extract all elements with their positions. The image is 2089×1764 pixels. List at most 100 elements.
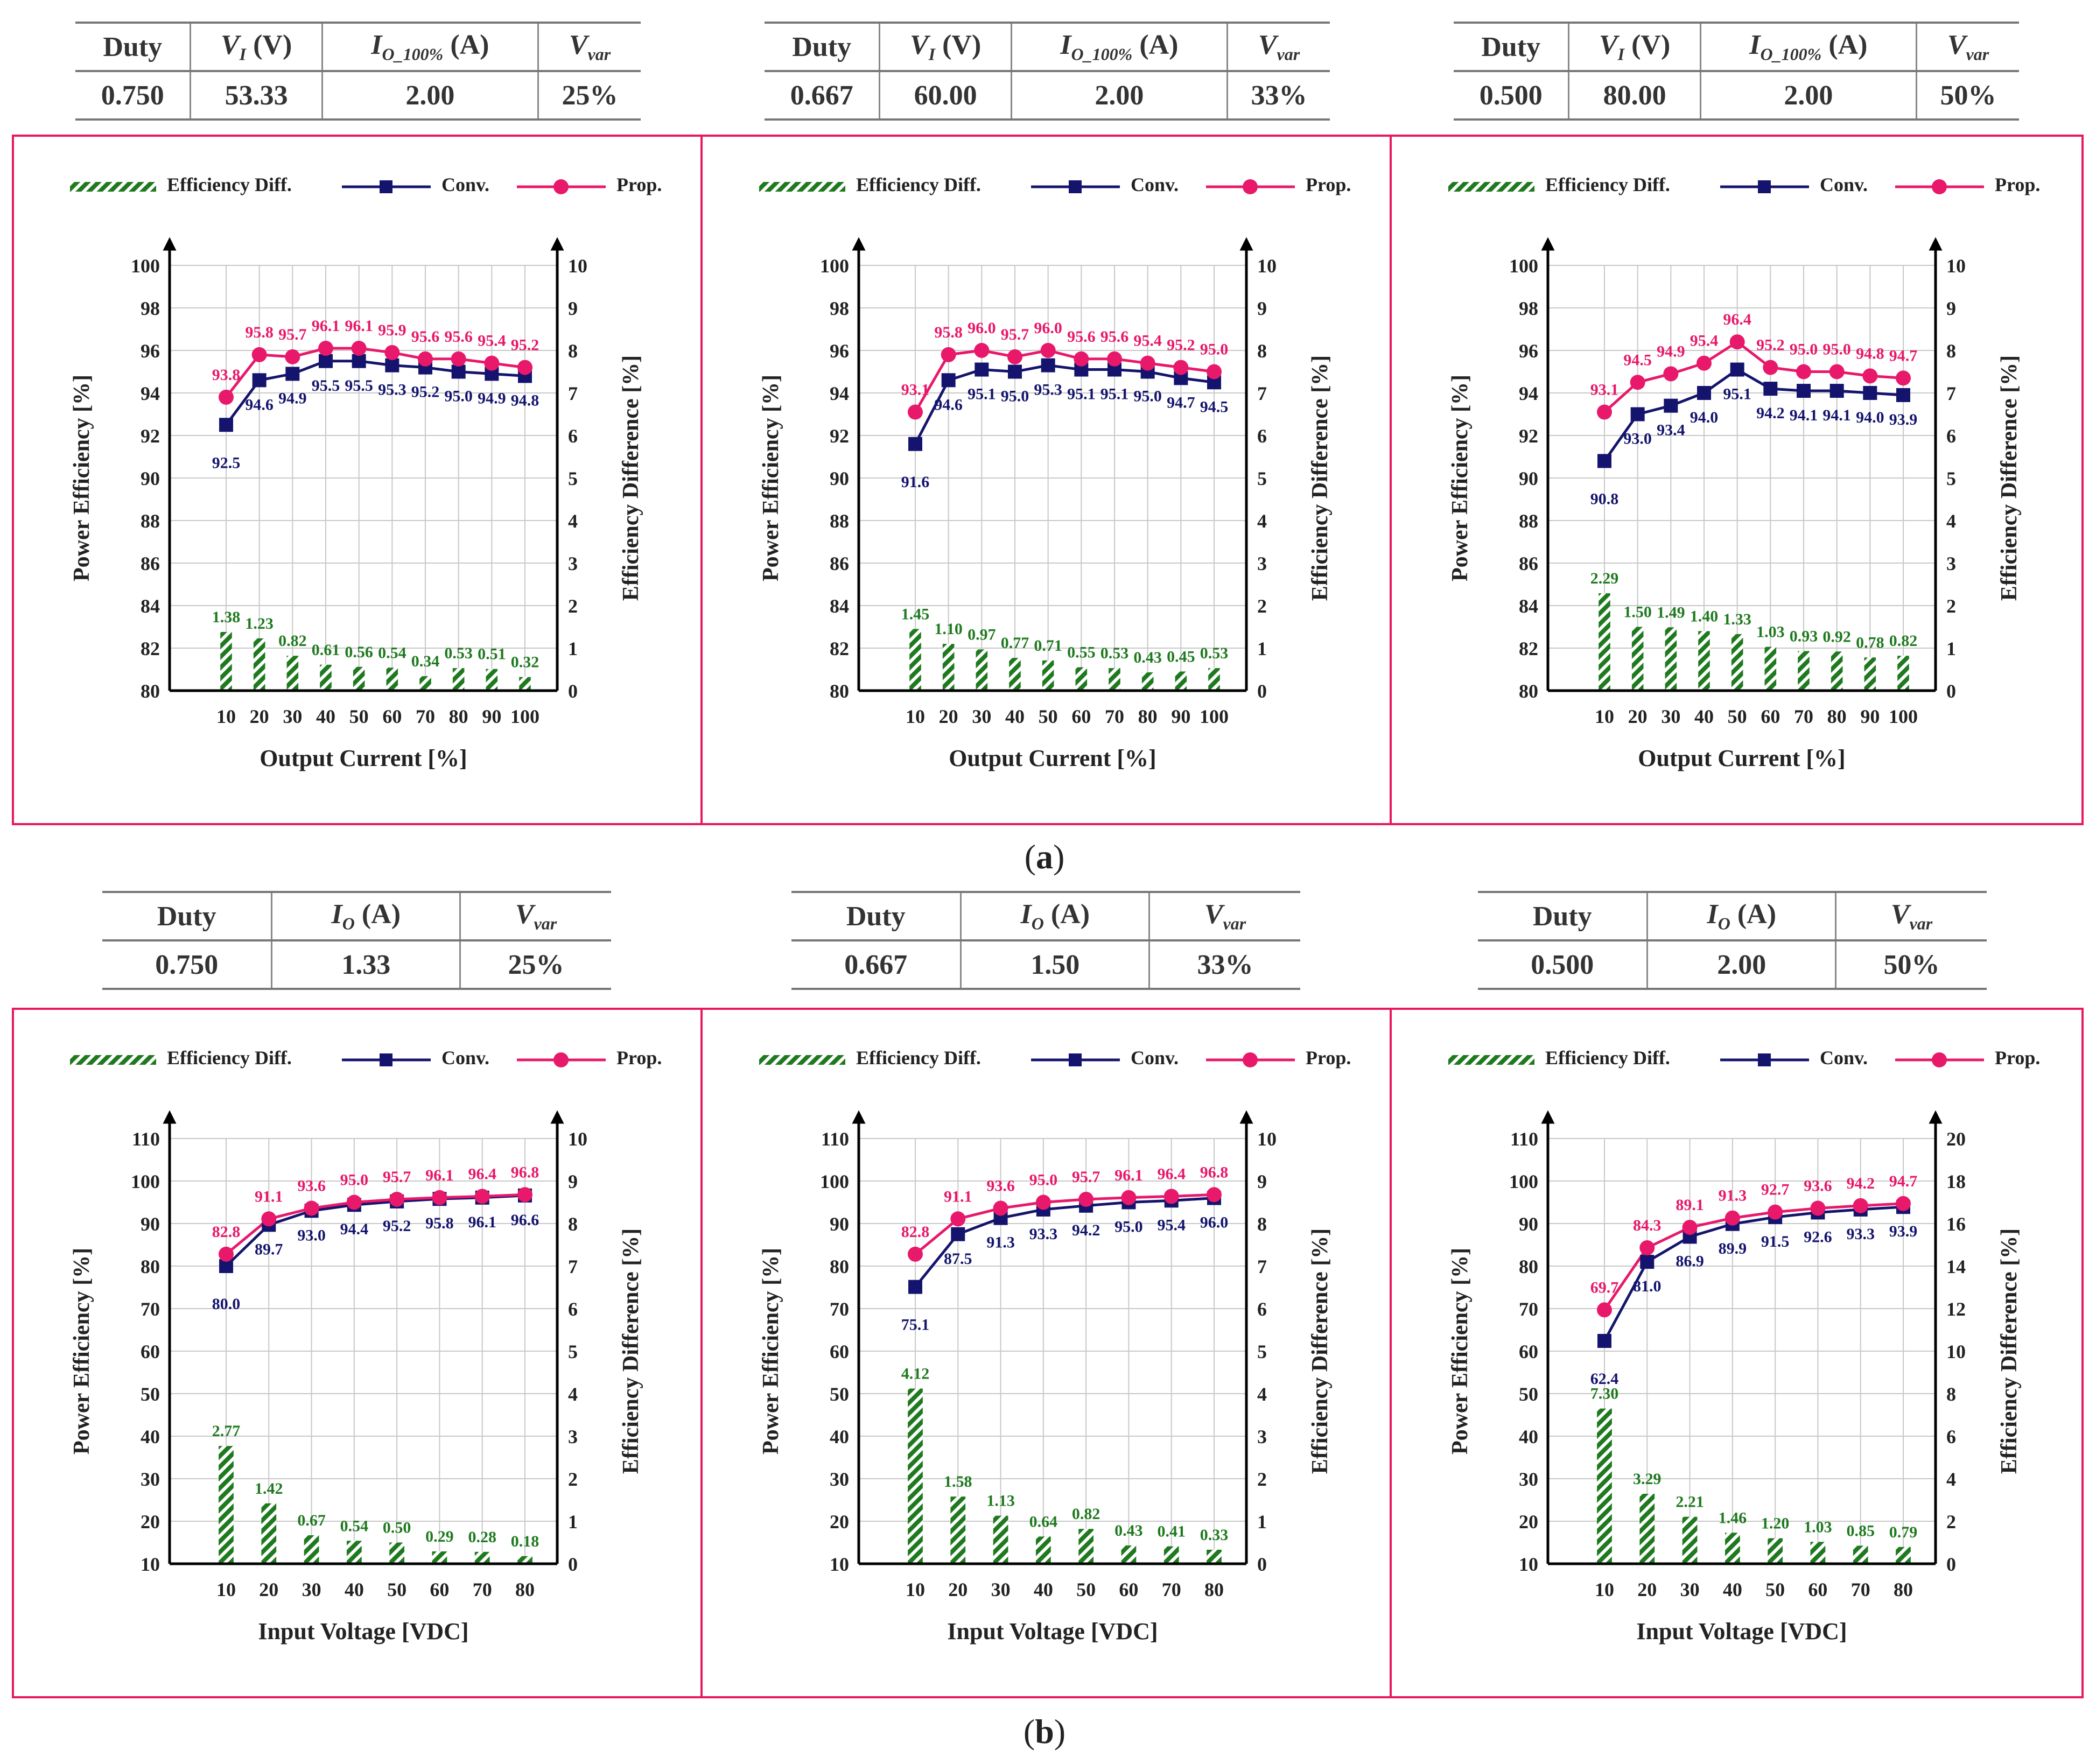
conv-data-label: 94.2 (1756, 404, 1785, 422)
x-tick-label: 40 (1034, 1579, 1053, 1600)
diff-bar (950, 1496, 966, 1564)
conv-data-label: 94.0 (1690, 409, 1719, 426)
diff-data-label: 0.51 (478, 645, 506, 663)
x-tick-label: 10 (1595, 706, 1614, 727)
chart-b2: Efficiency Diff. Conv. Prop.10203040506070… (759, 1047, 1351, 1644)
conv-data-label: 94.7 (1167, 393, 1195, 411)
x-axis-title: Output Current [%] (260, 745, 467, 771)
prop-point (219, 1246, 234, 1262)
y-tick-label: 110 (132, 1128, 160, 1150)
prop-data-label: 95.0 (340, 1171, 369, 1189)
diff-bar (1035, 1536, 1051, 1564)
conv-point (1041, 358, 1055, 373)
prop-data-label: 95.8 (934, 324, 963, 341)
diff-bar (1665, 627, 1677, 691)
prop-point (1862, 368, 1878, 384)
prop-data-label: 95.0 (1822, 341, 1851, 359)
table-value-cell: 50% (1835, 940, 1987, 990)
y2-axis-title: Efficiency Difference [%] (1997, 1228, 2022, 1474)
diff-bar (1163, 1546, 1179, 1564)
param-table-b1: Duty IO (A) Vvar 0.750 1.33 25% (102, 891, 611, 990)
conv-data-label: 94.4 (340, 1220, 369, 1238)
y-axis-title: Power Efficiency [%] (69, 375, 94, 581)
table-header-cell: Vvar (537, 22, 641, 72)
table-value-cell: 0.500 (1478, 940, 1648, 990)
x-tick-label: 60 (1119, 1579, 1138, 1600)
conv-point (252, 373, 267, 388)
legend: Efficiency Diff. Conv. Prop. (759, 174, 1351, 195)
y-tick-label: 80 (1519, 1256, 1538, 1277)
diff-bar (304, 1535, 319, 1564)
diff-bar (993, 1515, 1008, 1564)
prop-data-label: 96.8 (1200, 1163, 1229, 1181)
y2-tick-label: 1 (568, 638, 578, 659)
y2-tick-label: 7 (568, 1256, 578, 1277)
y-tick-label: 96 (830, 340, 849, 362)
y2-tick-label: 6 (1946, 1426, 1956, 1447)
y2-tick-label: 9 (568, 298, 578, 319)
prop-data-label: 96.0 (968, 319, 996, 337)
diff-data-label: 0.53 (444, 644, 473, 662)
diff-bar (1141, 672, 1154, 691)
diff-data-label: 0.53 (1100, 644, 1129, 662)
table-value-cell: 2.00 (1646, 940, 1836, 990)
prop-data-label: 94.9 (1657, 342, 1685, 360)
table-header-cell: Duty (791, 891, 961, 941)
y2-tick-label: 6 (1257, 1298, 1267, 1320)
conv-line (914, 1197, 1215, 1288)
diff-data-label: 0.45 (1167, 648, 1195, 665)
y2-tick-label: 10 (1946, 1341, 1966, 1362)
prop-point (346, 1194, 362, 1210)
conv-data-label: 95.3 (378, 381, 406, 399)
diff-bar (1207, 1549, 1222, 1564)
table-value-cell: 0.667 (791, 940, 961, 990)
conv-point (1763, 382, 1778, 396)
legend-conv-marker (1069, 180, 1082, 193)
diff-data-label: 0.64 (1029, 1513, 1058, 1530)
x-tick-label: 30 (1680, 1579, 1700, 1600)
prop-data-label: 93.6 (1804, 1177, 1832, 1195)
diff-data-label: 0.43 (1114, 1522, 1143, 1540)
y-tick-label: 86 (1519, 553, 1538, 574)
diff-data-label: 0.93 (1790, 628, 1818, 645)
x-tick-label: 20 (948, 1579, 968, 1600)
prop-point (517, 360, 532, 375)
y-tick-label: 10 (830, 1554, 849, 1575)
prop-point (251, 347, 267, 362)
y-tick-label: 100 (820, 1171, 849, 1192)
diff-bar (1009, 658, 1021, 691)
y-axis-title: Power Efficiency [%] (759, 1248, 783, 1454)
conv-data-label: 91.6 (901, 473, 930, 491)
y2-tick-label: 3 (568, 553, 578, 574)
table-header-cell: Duty (1454, 22, 1569, 72)
x-tick-label: 50 (1039, 706, 1058, 727)
conv-point (1896, 388, 1910, 402)
x-tick-label: 70 (1105, 706, 1124, 727)
conv-data-label: 95.0 (1133, 388, 1162, 405)
diff-bar (1897, 656, 1909, 691)
y-tick-label: 60 (1519, 1341, 1538, 1362)
conv-point (908, 437, 922, 451)
y2-tick-label: 10 (1257, 255, 1277, 277)
y2-tick-label: 4 (1946, 510, 1956, 532)
conv-data-label: 95.2 (411, 383, 440, 401)
y-tick-label: 50 (141, 1383, 160, 1405)
legend-conv-label: Conv. (441, 1047, 489, 1069)
diff-data-label: 1.45 (901, 605, 930, 623)
prop-point (1853, 1198, 1868, 1213)
prop-line (914, 349, 1215, 413)
table-header-cell: Duty (1478, 891, 1648, 941)
y-tick-label: 92 (830, 425, 849, 447)
diff-data-label: 0.79 (1889, 1523, 1918, 1541)
x-tick-label: 20 (259, 1579, 278, 1600)
x-tick-label: 90 (482, 706, 501, 727)
diff-data-label: 1.23 (245, 615, 274, 632)
y-tick-label: 96 (1519, 340, 1538, 362)
caption-b: (b) (1023, 1712, 1066, 1751)
conv-data-label: 95.1 (1723, 385, 1751, 403)
prop-point (1597, 404, 1612, 420)
conv-data-label: 94.8 (511, 391, 539, 409)
table-header-cell: Duty (75, 22, 191, 72)
x-tick-label: 60 (1808, 1579, 1827, 1600)
y2-tick-label: 18 (1946, 1171, 1966, 1192)
